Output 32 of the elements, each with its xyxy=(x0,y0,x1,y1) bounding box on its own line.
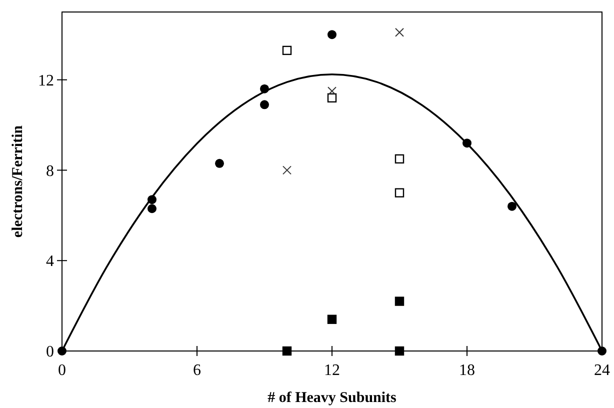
point xyxy=(260,84,269,94)
point xyxy=(508,202,516,211)
x-axis-title: # of Heavy Subunits xyxy=(268,390,397,406)
point xyxy=(395,28,404,37)
point xyxy=(282,46,292,56)
x-tick-label: 6 xyxy=(193,362,201,379)
x-tick-label: 0 xyxy=(58,362,66,379)
y-tick-label: 0 xyxy=(46,344,54,361)
y-axis-title: electrons/Ferritin xyxy=(10,124,26,238)
y-tick-label: 12 xyxy=(38,72,54,90)
point xyxy=(394,346,404,356)
point xyxy=(282,346,292,356)
point xyxy=(328,30,336,40)
point xyxy=(394,188,404,198)
x-tick-label: 18 xyxy=(459,362,475,379)
point xyxy=(58,346,66,356)
point xyxy=(282,166,292,175)
point xyxy=(462,138,472,148)
point xyxy=(148,195,156,204)
point xyxy=(327,314,337,324)
point xyxy=(215,158,224,168)
x-tick-label: 12 xyxy=(324,362,340,379)
point xyxy=(394,296,404,306)
point xyxy=(598,346,606,356)
x-tick-label: 24 xyxy=(594,362,610,379)
point xyxy=(328,86,336,96)
point xyxy=(327,93,337,102)
point xyxy=(148,204,156,214)
point xyxy=(394,154,404,164)
y-tick-label: 4 xyxy=(46,253,54,270)
y-tick-label: 8 xyxy=(46,162,54,180)
point xyxy=(260,100,269,110)
